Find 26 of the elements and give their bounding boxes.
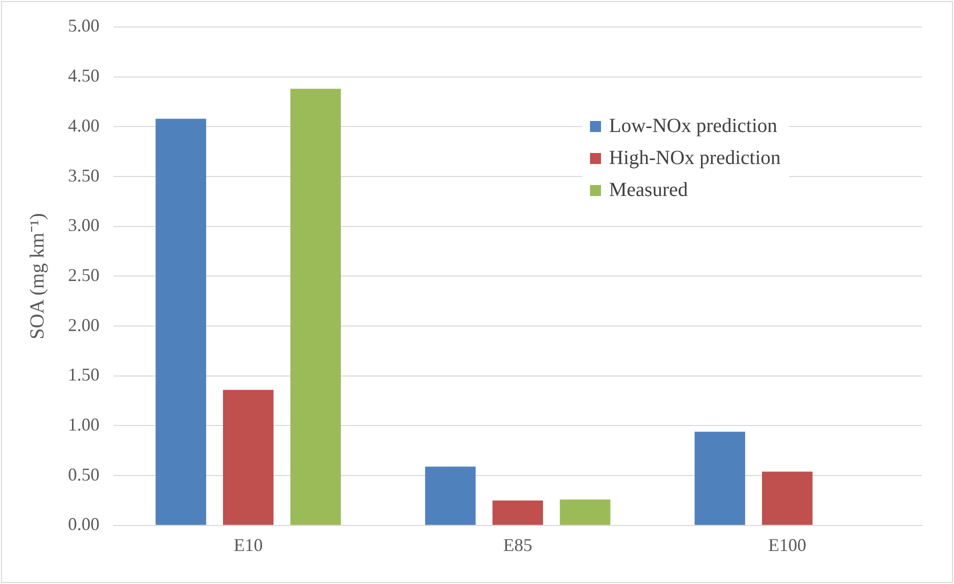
bar xyxy=(222,390,274,525)
bar xyxy=(156,118,206,525)
x-tick-label: E85 xyxy=(503,534,532,555)
y-axis-title: SOA (mg km⁻¹) xyxy=(26,213,48,340)
y-tick-label: 2.00 xyxy=(68,314,100,335)
bar xyxy=(492,500,544,525)
y-tick-label: 4.00 xyxy=(68,115,100,136)
bar xyxy=(560,499,610,525)
y-tick-label: 2.50 xyxy=(68,264,100,285)
legend-label: Measured xyxy=(609,179,688,202)
y-tick-label: 1.00 xyxy=(68,414,100,434)
x-tick-label: E100 xyxy=(768,534,806,555)
y-tick-label: 0.00 xyxy=(68,514,100,534)
y-tick-label: 5.00 xyxy=(68,16,100,36)
bar xyxy=(290,88,341,525)
y-tick-label: 3.50 xyxy=(68,165,100,186)
bar xyxy=(694,432,746,525)
legend-label: Low-NOx prediction xyxy=(609,115,778,138)
y-tick-label: 3.00 xyxy=(68,215,100,236)
bar xyxy=(762,472,813,525)
y-tick-label: 4.50 xyxy=(68,66,100,86)
y-tick-label: 0.50 xyxy=(68,464,100,484)
x-tick-label: E10 xyxy=(234,534,263,555)
legend-label: High-NOx prediction xyxy=(609,147,781,170)
y-tick-label: 1.50 xyxy=(68,364,100,385)
bar xyxy=(425,466,476,525)
